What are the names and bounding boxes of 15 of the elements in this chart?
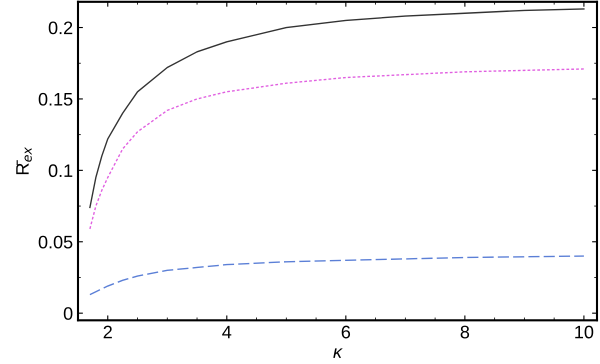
y-tick-label: 0.15 [38, 92, 72, 106]
y-tick-label: 0.2 [48, 21, 72, 34]
line-series [89, 255, 585, 296]
x-tick-label: 2 [104, 326, 112, 338]
line-series [89, 68, 585, 230]
y-tick-label: 0 [64, 307, 72, 320]
x-axis-title: κ [333, 348, 343, 358]
x-tick-label: 4 [222, 326, 232, 338]
x-tick-label: 10 [575, 326, 594, 338]
y-tick-label: 0.1 [48, 164, 72, 178]
y-axis-title: R̄$_{ex}$ [16, 147, 32, 174]
line-series [89, 8, 585, 208]
x-tick-label: 6 [342, 326, 350, 338]
y-tick-label: 0.05 [38, 236, 72, 248]
x-tick-label: 8 [460, 326, 470, 338]
